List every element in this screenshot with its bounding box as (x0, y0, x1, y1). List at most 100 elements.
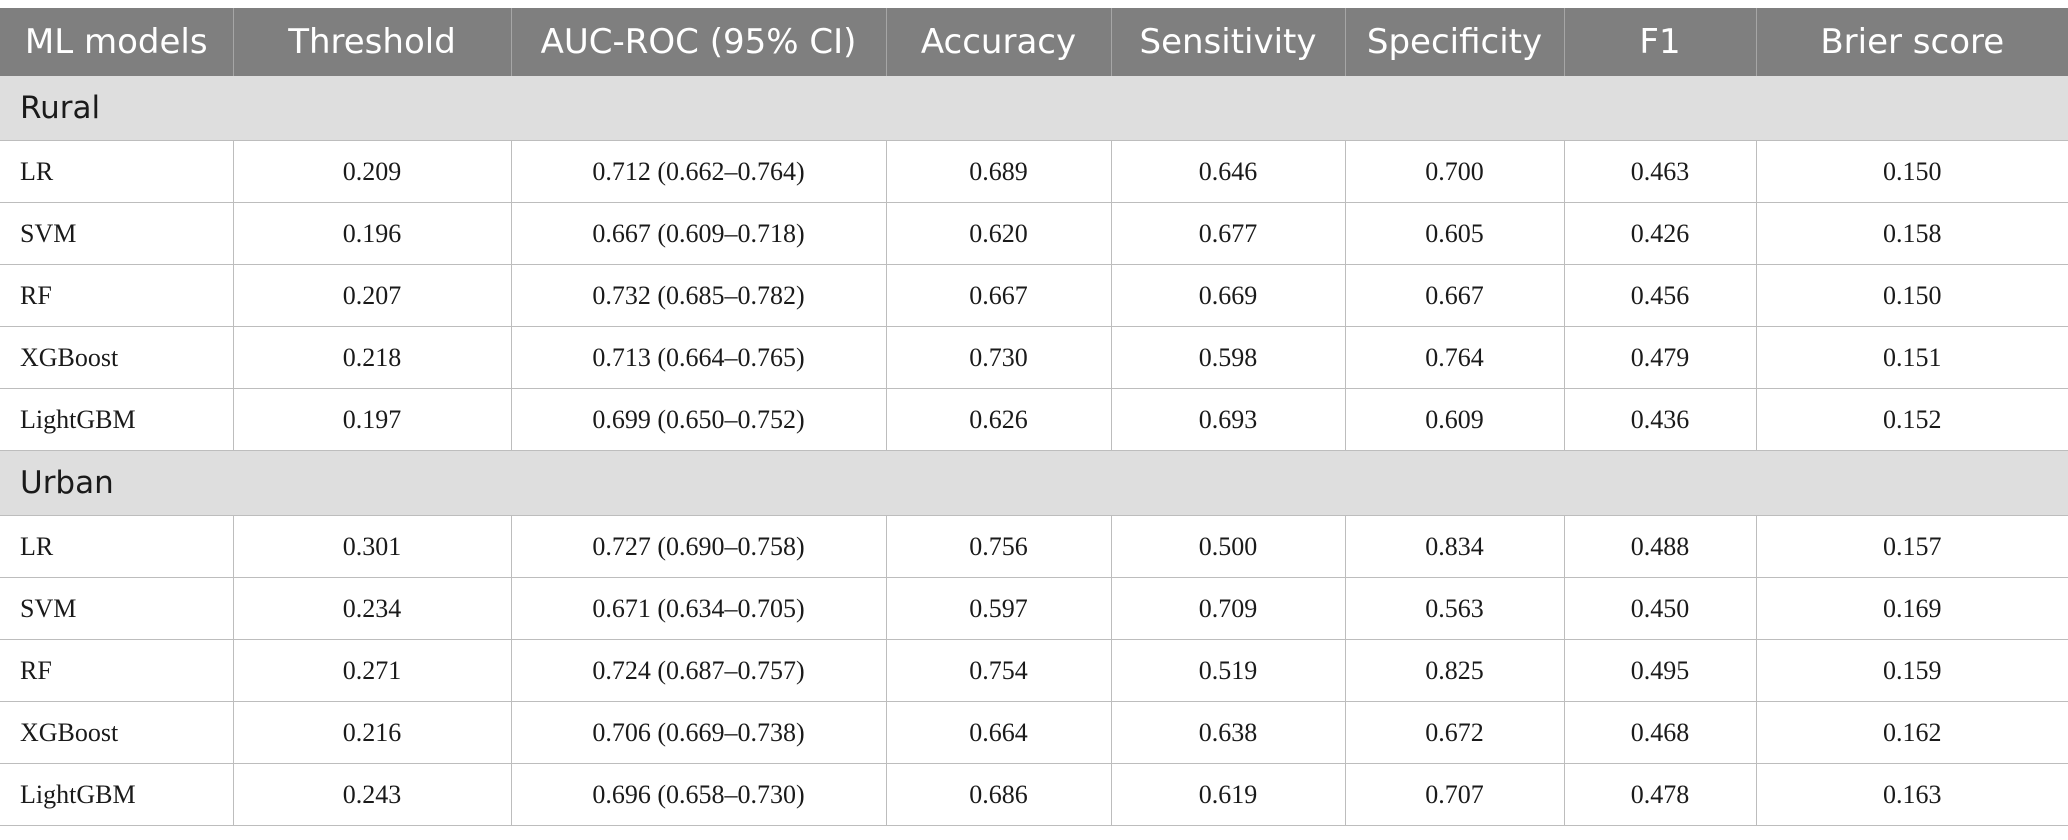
table-row: SVM 0.234 0.671 (0.634–0.705) 0.597 0.709 0.5… (0, 577, 2068, 640)
metric-cell: 0.754 (886, 639, 1112, 702)
metric-cell: 0.162 (1756, 701, 2068, 764)
metric-cell: 0.597 (886, 577, 1112, 640)
model-name-cell: SVM (0, 577, 234, 640)
column-header-threshold: Threshold (233, 8, 512, 76)
table-row: SVM 0.196 0.667 (0.609–0.718) 0.620 0.677 0.6… (0, 202, 2068, 265)
metric-cell: 0.158 (1756, 202, 2068, 265)
metric-cell: 0.706 (0.669–0.738) (511, 701, 887, 764)
model-name-cell: LR (0, 515, 234, 578)
model-name-cell: RF (0, 639, 234, 702)
metric-cell: 0.234 (233, 577, 512, 640)
metric-cell: 0.825 (1345, 639, 1565, 702)
metric-cell: 0.488 (1564, 515, 1757, 578)
metric-cell: 0.243 (233, 763, 512, 826)
metric-cell: 0.456 (1564, 264, 1757, 327)
table-row: LightGBM 0.197 0.699 (0.650–0.752) 0.626 0.6… (0, 388, 2068, 451)
metric-cell: 0.495 (1564, 639, 1757, 702)
metric-cell: 0.271 (233, 639, 512, 702)
metric-cell: 0.450 (1564, 577, 1757, 640)
column-header-ml-models: ML models (0, 8, 234, 76)
metric-cell: 0.693 (1111, 388, 1346, 451)
group-row: Rural (0, 76, 2068, 141)
column-header-f1: F1 (1564, 8, 1757, 76)
metric-cell: 0.677 (1111, 202, 1346, 265)
metric-cell: 0.669 (1111, 264, 1346, 327)
model-name-cell: LR (0, 140, 234, 203)
column-header-sensitivity: Sensitivity (1111, 8, 1346, 76)
metric-cell: 0.426 (1564, 202, 1757, 265)
metric-cell: 0.672 (1345, 701, 1565, 764)
metric-cell: 0.207 (233, 264, 512, 327)
results-table: ML models Threshold AUC-ROC (95% CI) Acc… (0, 8, 2068, 826)
column-header-auc-roc: AUC-ROC (95% CI) (511, 8, 887, 76)
metric-cell: 0.667 (886, 264, 1112, 327)
metric-cell: 0.671 (0.634–0.705) (511, 577, 887, 640)
metric-cell: 0.730 (886, 326, 1112, 389)
table-row: RF 0.207 0.732 (0.685–0.782) 0.667 0.669 0.66… (0, 264, 2068, 327)
model-name-cell: SVM (0, 202, 234, 265)
table-row: LR 0.301 0.727 (0.690–0.758) 0.756 0.500 0.83… (0, 515, 2068, 578)
table-row: LightGBM 0.243 0.696 (0.658–0.730) 0.686 0.6… (0, 763, 2068, 826)
metric-cell: 0.519 (1111, 639, 1346, 702)
model-name-cell: XGBoost (0, 701, 234, 764)
metric-cell: 0.152 (1756, 388, 2068, 451)
metric-cell: 0.157 (1756, 515, 2068, 578)
header-row: ML models Threshold AUC-ROC (95% CI) Acc… (0, 8, 2068, 76)
metric-cell: 0.218 (233, 326, 512, 389)
metric-cell: 0.686 (886, 763, 1112, 826)
metric-cell: 0.724 (0.687–0.757) (511, 639, 887, 702)
group-row: Urban (0, 450, 2068, 516)
metric-cell: 0.609 (1345, 388, 1565, 451)
metric-cell: 0.598 (1111, 326, 1346, 389)
metric-cell: 0.159 (1756, 639, 2068, 702)
table-row: RF 0.271 0.724 (0.687–0.757) 0.754 0.519 0.82… (0, 639, 2068, 702)
metric-cell: 0.436 (1564, 388, 1757, 451)
metric-cell: 0.699 (0.650–0.752) (511, 388, 887, 451)
table-row: XGBoost 0.218 0.713 (0.664–0.765) 0.730 0.59… (0, 326, 2068, 389)
metric-cell: 0.732 (0.685–0.782) (511, 264, 887, 327)
metric-cell: 0.500 (1111, 515, 1346, 578)
metric-cell: 0.696 (0.658–0.730) (511, 763, 887, 826)
group-label: Rural (0, 76, 2068, 141)
metric-cell: 0.667 (0.609–0.718) (511, 202, 887, 265)
model-name-cell: RF (0, 264, 234, 327)
metric-cell: 0.713 (0.664–0.765) (511, 326, 887, 389)
metric-cell: 0.169 (1756, 577, 2068, 640)
metric-cell: 0.619 (1111, 763, 1346, 826)
metric-cell: 0.756 (886, 515, 1112, 578)
table-row: LR 0.209 0.712 (0.662–0.764) 0.689 0.646 0.70… (0, 140, 2068, 203)
metric-cell: 0.150 (1756, 140, 2068, 203)
metric-cell: 0.150 (1756, 264, 2068, 327)
column-header-brier-score: Brier score (1756, 8, 2068, 76)
metric-cell: 0.216 (233, 701, 512, 764)
metric-cell: 0.478 (1564, 763, 1757, 826)
metric-cell: 0.664 (886, 701, 1112, 764)
metric-cell: 0.209 (233, 140, 512, 203)
metric-cell: 0.626 (886, 388, 1112, 451)
metric-cell: 0.646 (1111, 140, 1346, 203)
metric-cell: 0.563 (1345, 577, 1565, 640)
column-header-specificity: Specificity (1345, 8, 1565, 76)
model-name-cell: LightGBM (0, 763, 234, 826)
metric-cell: 0.727 (0.690–0.758) (511, 515, 887, 578)
metric-cell: 0.764 (1345, 326, 1565, 389)
metric-cell: 0.163 (1756, 763, 2068, 826)
metric-cell: 0.707 (1345, 763, 1565, 826)
metric-cell: 0.709 (1111, 577, 1346, 640)
metric-cell: 0.689 (886, 140, 1112, 203)
table-row: XGBoost 0.216 0.706 (0.669–0.738) 0.664 0.63… (0, 701, 2068, 764)
metric-cell: 0.834 (1345, 515, 1565, 578)
metric-cell: 0.479 (1564, 326, 1757, 389)
metric-cell: 0.620 (886, 202, 1112, 265)
metric-cell: 0.468 (1564, 701, 1757, 764)
metric-cell: 0.605 (1345, 202, 1565, 265)
metric-cell: 0.667 (1345, 264, 1565, 327)
metric-cell: 0.712 (0.662–0.764) (511, 140, 887, 203)
table-body: Rural LR 0.209 0.712 (0.662–0.764) 0.689 0.64… (0, 76, 2068, 826)
metric-cell: 0.197 (233, 388, 512, 451)
model-name-cell: LightGBM (0, 388, 234, 451)
column-header-accuracy: Accuracy (886, 8, 1112, 76)
metric-cell: 0.301 (233, 515, 512, 578)
model-name-cell: XGBoost (0, 326, 234, 389)
metric-cell: 0.700 (1345, 140, 1565, 203)
